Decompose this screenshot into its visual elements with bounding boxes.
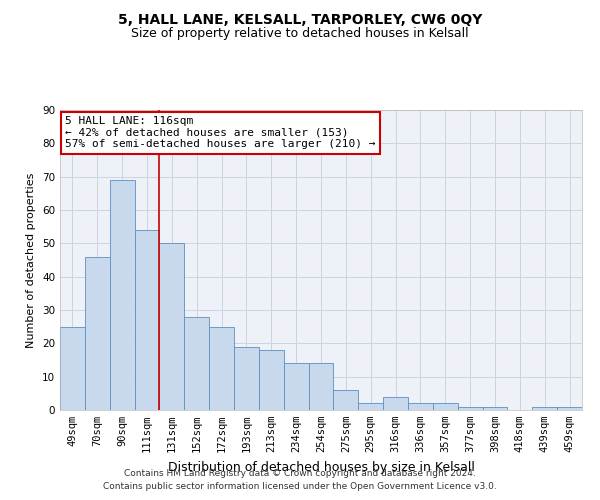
Bar	[334, 390, 358, 410]
Bar	[358, 404, 383, 410]
Bar	[110, 180, 134, 410]
Text: Contains HM Land Registry data © Crown copyright and database right 2024.: Contains HM Land Registry data © Crown c…	[124, 468, 476, 477]
Bar	[308, 364, 334, 410]
Bar	[284, 364, 308, 410]
Bar	[184, 316, 209, 410]
Bar	[134, 230, 160, 410]
Bar	[557, 406, 582, 410]
Bar	[482, 406, 508, 410]
Bar	[234, 346, 259, 410]
Bar	[383, 396, 408, 410]
Bar	[433, 404, 458, 410]
Bar	[209, 326, 234, 410]
Text: 5, HALL LANE, KELSALL, TARPORLEY, CW6 0QY: 5, HALL LANE, KELSALL, TARPORLEY, CW6 0Q…	[118, 12, 482, 26]
Text: Contains public sector information licensed under the Open Government Licence v3: Contains public sector information licen…	[103, 482, 497, 491]
Text: 5 HALL LANE: 116sqm
← 42% of detached houses are smaller (153)
57% of semi-detac: 5 HALL LANE: 116sqm ← 42% of detached ho…	[65, 116, 376, 149]
Bar	[259, 350, 284, 410]
Text: Size of property relative to detached houses in Kelsall: Size of property relative to detached ho…	[131, 28, 469, 40]
Bar	[85, 256, 110, 410]
X-axis label: Distribution of detached houses by size in Kelsall: Distribution of detached houses by size …	[167, 460, 475, 473]
Y-axis label: Number of detached properties: Number of detached properties	[26, 172, 37, 348]
Bar	[458, 406, 482, 410]
Bar	[60, 326, 85, 410]
Bar	[532, 406, 557, 410]
Bar	[160, 244, 184, 410]
Bar	[408, 404, 433, 410]
